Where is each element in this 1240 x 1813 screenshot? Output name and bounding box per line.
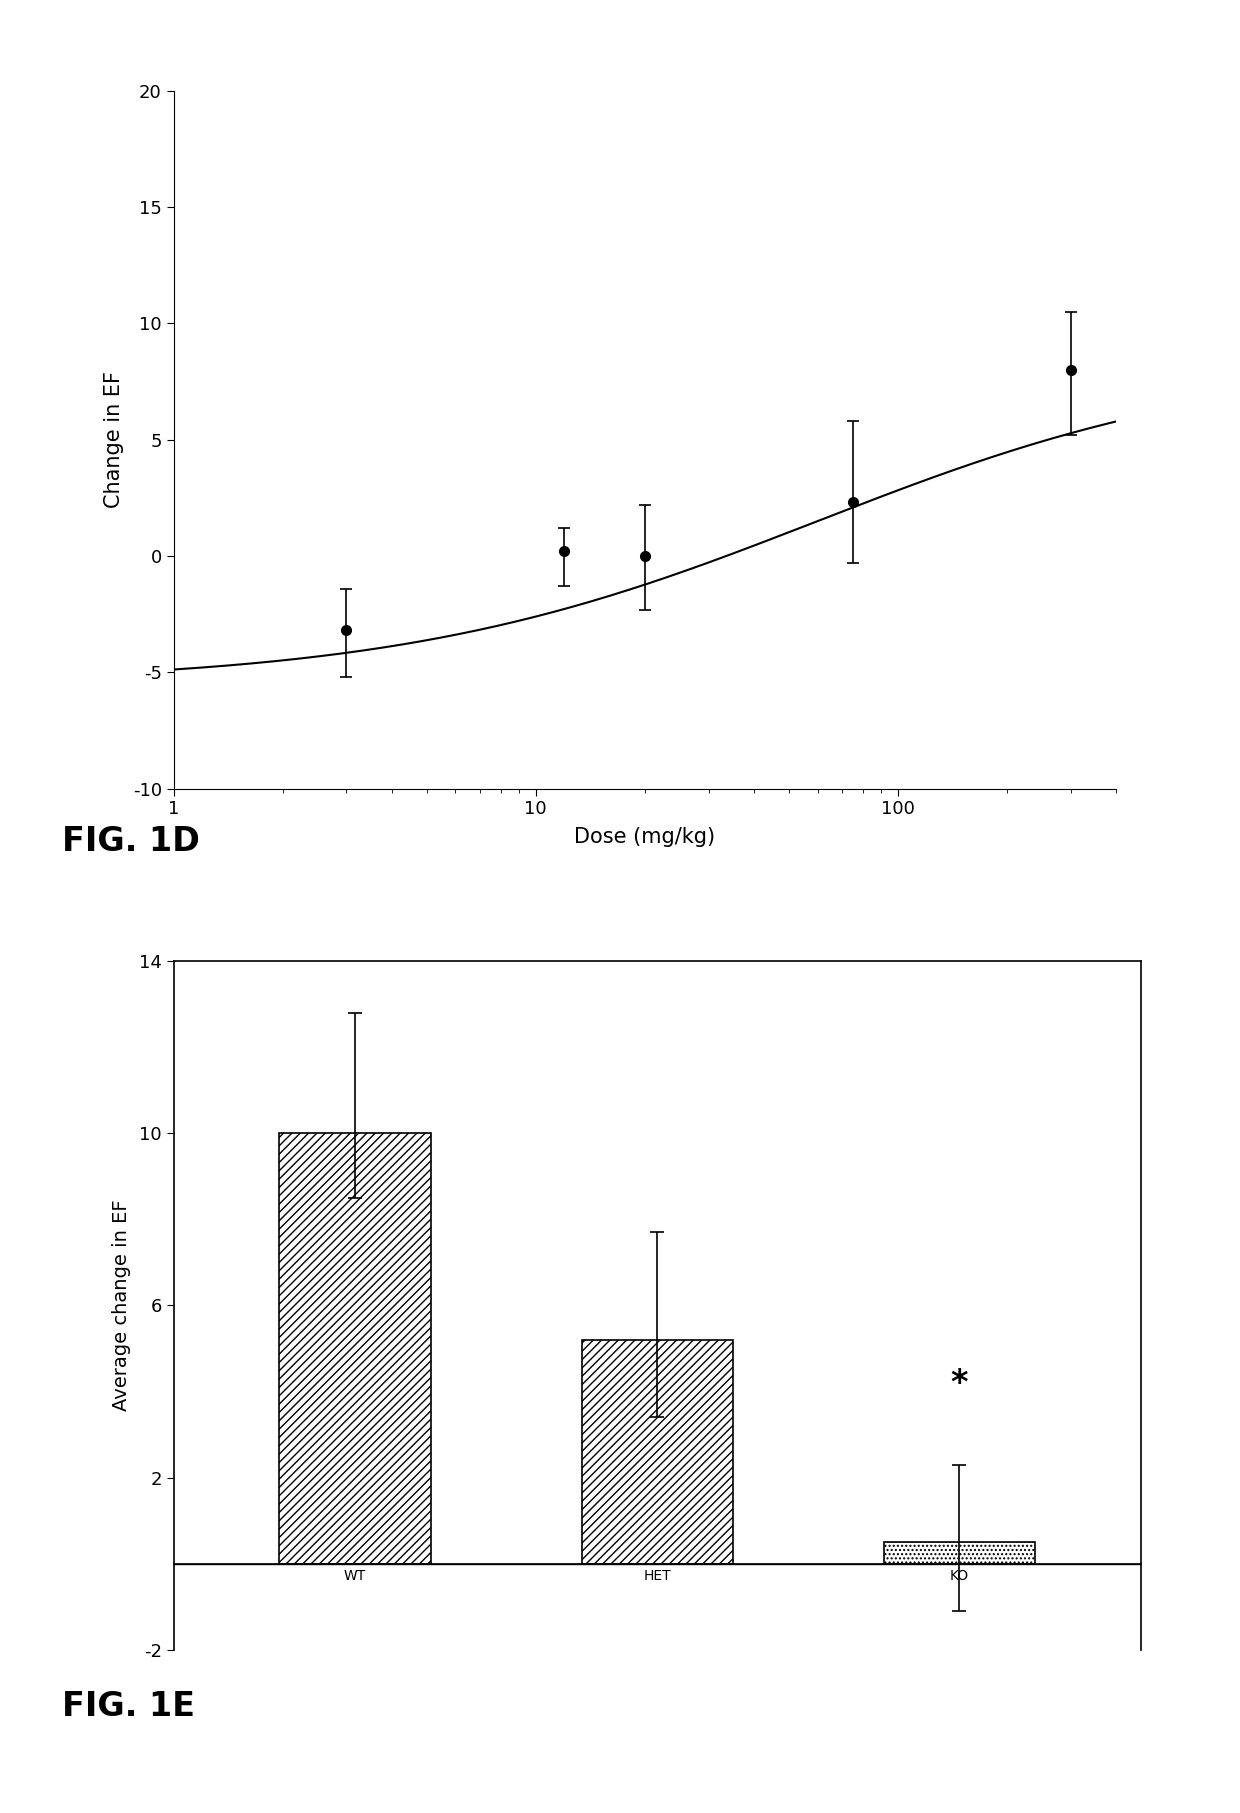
X-axis label: Dose (mg/kg): Dose (mg/kg)	[574, 827, 715, 847]
Text: *: *	[951, 1367, 968, 1400]
Bar	[582, 1340, 733, 1563]
Text: FIG. 1E: FIG. 1E	[62, 1690, 195, 1722]
Bar	[884, 1543, 1035, 1563]
Y-axis label: Change in EF: Change in EF	[104, 372, 124, 508]
Bar	[279, 1133, 430, 1563]
Y-axis label: Average change in EF: Average change in EF	[112, 1200, 130, 1411]
Text: FIG. 1D: FIG. 1D	[62, 825, 200, 858]
